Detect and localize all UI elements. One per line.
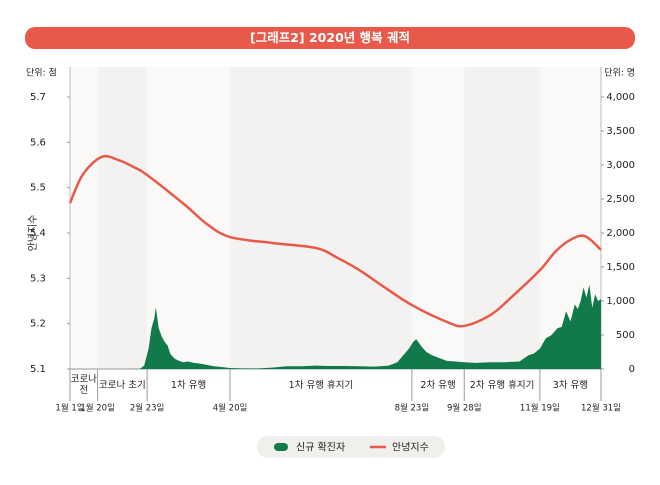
period-label: 코로나 초기 [99,379,146,391]
title-bar [25,27,635,49]
index-line [68,154,602,328]
period-band [70,67,98,369]
y2-tick-label: 4,000 [606,92,635,103]
y2-tick-label: 1,000 [606,296,635,307]
period-band [97,67,148,369]
x-tick-label: 11월 19일 [520,403,560,414]
period-label: 2차 유행 [420,379,456,391]
y-tick-label: 5.7 [30,92,46,103]
y2-tick-label: 3,000 [606,160,635,171]
x-tick-label: 9월 28일 [447,403,482,414]
period-band [147,67,231,369]
cases-area [70,284,601,369]
x-tick-label: 1월 1일 [55,403,84,414]
x-tick-label: 4월 20일 [213,403,248,414]
x-tick-label: 8월 23일 [395,403,430,414]
chart-title: [그래프2] 2020년 행복 궤적 [250,30,410,45]
y-tick-label: 5.3 [30,273,46,284]
y2-tick-label: 1,500 [606,262,635,273]
legend-swatch [274,443,288,451]
period-label: 2차 유행 휴지기 [469,379,535,391]
y2-tick-label: 2,500 [606,194,635,205]
period-band [411,67,465,369]
y2-tick-label: 2,000 [606,228,635,239]
y-unit: 단위: 점 [26,67,57,79]
legend-box [257,436,445,458]
y-tick-label: 5.4 [30,228,46,239]
y2-unit: 단위: 명 [604,68,635,79]
y-axis-label: 안녕지수 [27,215,39,252]
y-tick-label: 5.6 [30,137,46,148]
period-band [230,67,412,369]
period-label: 1차 유행 휴지기 [288,379,354,391]
y-tick-label: 5.1 [30,364,46,375]
x-tick-label: 2월 23일 [130,403,165,414]
y-tick-label: 5.5 [30,183,46,194]
y-tick-label: 5.2 [30,319,46,330]
x-tick-label: 12월 31일 [581,403,621,414]
x-tick-label: 1월 20일 [80,403,115,414]
y2-tick-label: 500 [616,330,635,341]
period-label: 코로나 전 [70,374,97,396]
legend-label: 안녕지수 [392,442,429,454]
y2-tick-label: 3,500 [606,126,635,137]
period-label: 3차 유행 [552,379,589,391]
period-label: 1차 유행 [170,379,207,391]
y2-tick-label: 0 [629,364,635,375]
period-band [464,67,540,369]
legend-label: 신규 확진자 [296,442,345,454]
